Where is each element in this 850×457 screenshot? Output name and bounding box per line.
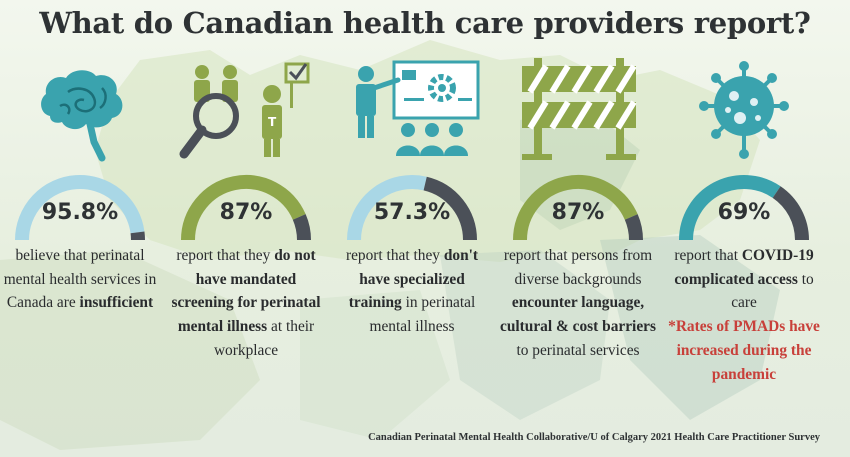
gauge-remainder-arc [292,214,311,241]
stat-column-5: 69% report that COVID-19 complicated acc… [664,58,824,453]
page-title: What do Canadian health care providers r… [39,6,811,40]
gauge-fill-arc [679,175,781,241]
percent-value: 95.8% [41,200,119,225]
stat-column-1: 95.8% believe that perinatal mental heal… [0,58,160,453]
gauge-ring-5 [679,175,809,241]
highlight-text: don't have specialized training [348,247,479,312]
gauge-remainder-arc [423,176,477,241]
stat-column-3: 57.3% report that they don't have specia… [332,58,492,453]
stat-description: report that persons from diverse backgro… [498,244,658,363]
gauge-fill-arc [15,175,145,241]
brain-icon [41,70,123,162]
pandemic-note: *Rates of PMADs have increased during th… [668,318,820,383]
percent-value: 57.3% [373,200,451,225]
body-text: report that [674,247,742,264]
stat-description: report that they don't have specialized … [332,244,492,339]
gauge-ring-2 [181,175,311,241]
source-credit: Canadian Perinatal Mental Health Collabo… [368,432,820,443]
body-text: at their workplace [213,318,315,359]
percent-value: 87% [551,200,605,225]
highlight-text: insufficient [79,294,154,312]
stat-description: report that they do not have mandated sc… [166,244,326,363]
barrier-icon [522,58,637,160]
gauge-remainder-arc [130,231,145,241]
stat-description: report that COVID-19 complicated access … [664,244,824,386]
body-text: report that they [176,247,275,264]
body-text: in perinatal mental illness [369,294,476,336]
body-text: perinatal mental health services in Cana… [3,247,157,312]
body-text: report that persons from diverse backgro… [503,247,653,288]
gauge-ring-4 [513,175,643,241]
stat-column-4: 87% report that persons from diverse bac… [498,58,658,453]
gauge-ring-3 [347,175,477,241]
gauge-fill-arc [347,175,427,241]
presentation-training-icon [356,60,480,156]
body-text: to care [731,270,814,312]
gauge-remainder-arc [624,214,643,241]
body-text: believe that [15,247,91,264]
stat-column-2: T 87% report that they do not have manda… [166,58,326,453]
gauge-fill-arc [181,175,306,241]
gauge-fill-arc [513,175,638,241]
highlight-text: encounter language, cultural & cost barr… [499,294,656,336]
percent-value: 69% [717,200,771,225]
virus-icon [699,61,789,159]
stat-description: believe that perinatal mental health ser… [0,244,160,315]
highlight-text: do not have mandated screening for perin… [171,247,321,336]
gauge-ring-1 [15,175,145,241]
body-text: to perinatal services [516,341,640,359]
body-text: report that they [345,247,444,264]
svg-text:T: T [268,115,277,129]
gauge-remainder-arc [772,186,809,241]
highlight-text: COVID-19 complicated access [674,247,814,288]
percent-value: 87% [219,200,273,225]
people-magnifier-icon: T [179,62,310,159]
